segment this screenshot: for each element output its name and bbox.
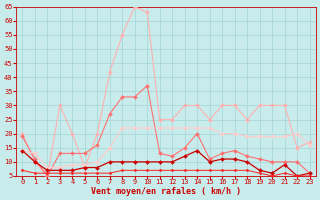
X-axis label: Vent moyen/en rafales ( km/h ): Vent moyen/en rafales ( km/h )	[91, 187, 241, 196]
